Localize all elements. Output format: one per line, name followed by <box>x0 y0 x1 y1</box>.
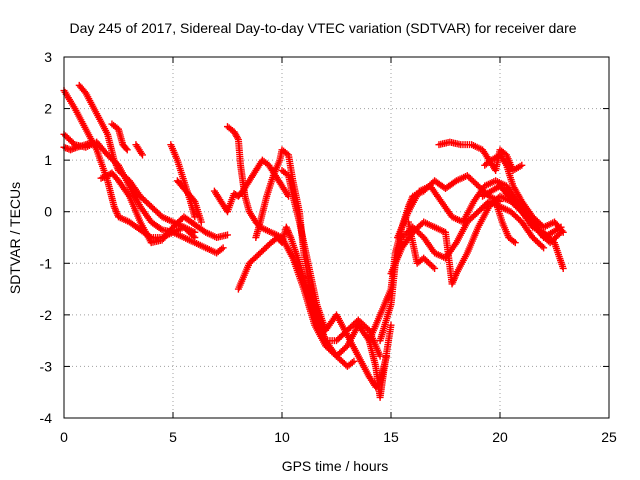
y-tick-label: 3 <box>44 49 52 65</box>
data-point-marker <box>540 244 548 252</box>
axis-ticks: 0 5 10 15 20 25 -4 -3 -2 -1 0 1 2 3 <box>40 49 617 445</box>
series-track <box>479 182 565 241</box>
data-point-marker <box>189 232 197 240</box>
series-track <box>404 218 439 272</box>
x-tick-label: 5 <box>169 429 177 445</box>
y-tick-label: -2 <box>40 307 53 323</box>
series-track <box>108 120 131 154</box>
data-point-marker <box>191 234 199 241</box>
data-point-marker <box>122 145 130 153</box>
data-point-marker <box>383 352 391 360</box>
plot-frame <box>63 56 610 419</box>
data-point-marker <box>190 196 198 204</box>
data-point-marker <box>191 213 199 221</box>
data-point-marker <box>224 231 231 239</box>
data-point-marker <box>157 225 165 233</box>
data-point-marker <box>559 264 567 272</box>
x-tick-label: 25 <box>601 429 617 445</box>
y-tick-label: -4 <box>40 410 53 426</box>
series-track <box>224 123 358 370</box>
data-point-marker <box>138 151 146 159</box>
data-point-marker <box>375 379 383 387</box>
data-point-marker <box>559 228 567 236</box>
y-tick-label: -3 <box>40 358 53 374</box>
data-point-marker <box>511 239 519 247</box>
x-tick-label: 0 <box>60 429 68 445</box>
y-tick-label: 2 <box>44 101 52 117</box>
series-track <box>173 177 205 226</box>
data-point-marker <box>518 161 526 169</box>
series-track <box>234 223 395 401</box>
data-point-marker <box>197 218 205 226</box>
data-point-marker <box>123 146 131 154</box>
data-point-marker <box>376 352 384 360</box>
x-tick-label: 10 <box>274 429 290 445</box>
series-track <box>492 197 519 247</box>
data-point-marker <box>350 357 358 365</box>
data-point-marker <box>557 223 565 231</box>
y-tick-label: 1 <box>44 152 52 168</box>
x-tick-label: 20 <box>492 429 508 445</box>
series-track <box>75 81 199 241</box>
data-point-marker <box>219 244 227 252</box>
data-point-marker <box>387 321 395 329</box>
x-axis-label: GPS time / hours <box>282 458 389 474</box>
data-point-marker <box>429 263 437 271</box>
series-track <box>132 141 146 159</box>
series-track <box>278 166 391 391</box>
series-track <box>435 138 526 174</box>
y-axis-label: SDTVAR / TECUs <box>7 182 23 294</box>
y-tick-label: -1 <box>40 255 53 271</box>
x-tick-label: 15 <box>383 429 399 445</box>
chart-title: Day 245 of 2017, Sidereal Day-to-day VTE… <box>69 20 576 36</box>
y-tick-label: 0 <box>44 204 52 220</box>
series-track <box>97 169 231 247</box>
data-series <box>60 81 567 401</box>
data-point-marker <box>234 134 242 142</box>
data-point-marker <box>431 264 439 272</box>
data-point-marker <box>538 242 546 250</box>
